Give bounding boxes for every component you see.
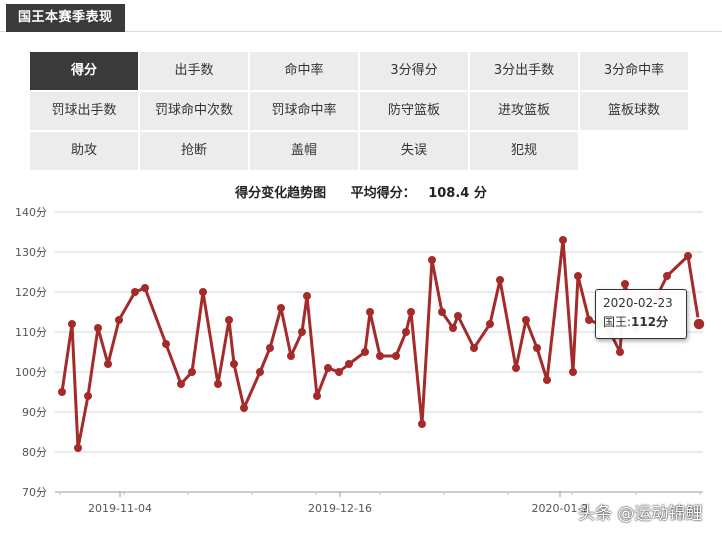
- data-point-28: [366, 308, 374, 316]
- tab-6[interactable]: 罚球出手数: [30, 92, 138, 130]
- data-point-52: [621, 280, 629, 288]
- x-tick-label-2: 2020-01-2: [532, 502, 589, 515]
- data-point-13: [214, 380, 222, 388]
- data-point-57: [684, 252, 692, 260]
- y-tick-label-2: 90分: [22, 406, 47, 419]
- y-tick-label-1: 80分: [22, 446, 47, 459]
- data-point-2: [74, 444, 82, 452]
- data-point-34: [428, 256, 436, 264]
- data-point-35: [438, 308, 446, 316]
- x-tick-label-1: 2019-12-16: [308, 502, 372, 515]
- data-point-42: [522, 316, 530, 324]
- tab-0[interactable]: 得分: [30, 52, 138, 90]
- data-point-30: [392, 352, 400, 360]
- data-point-46: [569, 368, 577, 376]
- tab-13[interactable]: 抢断: [140, 132, 248, 170]
- data-point-51: [616, 348, 624, 356]
- tooltip-value: 112分: [631, 315, 669, 329]
- data-point-3: [84, 392, 92, 400]
- data-point-58: [692, 317, 706, 331]
- data-point-39: [486, 320, 494, 328]
- tab-1[interactable]: 出手数: [140, 52, 248, 90]
- data-point-32: [407, 308, 415, 316]
- data-point-4: [94, 324, 102, 332]
- y-tick-label-4: 110分: [15, 326, 47, 339]
- data-point-36: [449, 324, 457, 332]
- tab-15[interactable]: 失误: [360, 132, 468, 170]
- data-point-33: [418, 420, 426, 428]
- data-point-17: [256, 368, 264, 376]
- data-point-41: [512, 364, 520, 372]
- y-tick-label-6: 130分: [15, 246, 47, 259]
- data-point-37: [454, 312, 462, 320]
- data-point-19: [277, 304, 285, 312]
- section-title-tab[interactable]: 国王本赛季表现: [6, 4, 125, 32]
- y-tick-label-0: 70分: [22, 486, 47, 499]
- tab-16[interactable]: 犯规: [470, 132, 578, 170]
- tab-14[interactable]: 盖帽: [250, 132, 358, 170]
- data-point-40: [496, 276, 504, 284]
- y-tick-label-3: 100分: [15, 366, 47, 379]
- data-point-47: [574, 272, 582, 280]
- data-point-26: [345, 360, 353, 368]
- data-point-6: [115, 316, 123, 324]
- tooltip-date: 2020-02-23: [603, 296, 673, 310]
- data-point-22: [303, 292, 311, 300]
- data-point-23: [313, 392, 321, 400]
- tab-5[interactable]: 3分命中率: [580, 52, 688, 90]
- data-point-29: [376, 352, 384, 360]
- data-point-25: [335, 368, 343, 376]
- chart-title: 得分变化趋势图: [235, 186, 327, 201]
- data-point-20: [287, 352, 295, 360]
- tab-10[interactable]: 进攻篮板: [470, 92, 578, 130]
- header-strip: 国王本赛季表现: [0, 0, 722, 32]
- tab-12[interactable]: 助攻: [30, 132, 138, 170]
- tab-3[interactable]: 3分得分: [360, 52, 468, 90]
- data-point-8: [141, 284, 149, 292]
- tab-9[interactable]: 防守篮板: [360, 92, 468, 130]
- score-trend-chart: 70分 80分 90分 100分 110分 120分 130分 140分 2019-11-04 2…: [15, 206, 706, 515]
- data-point-45: [559, 236, 567, 244]
- data-point-15: [230, 360, 238, 368]
- stat-tab-grid: 得分 出手数 命中率 3分得分 3分出手数 3分命中率罚球出手数 罚球命中次数 罚球命中率 防守…: [30, 52, 690, 172]
- data-point-10: [177, 380, 185, 388]
- data-point-11: [188, 368, 196, 376]
- x-tick-label-0: 2019-11-04: [88, 502, 152, 515]
- data-point-21: [298, 328, 306, 336]
- average-label: 平均得分：: [350, 186, 416, 201]
- data-point-16: [240, 404, 248, 412]
- data-point-56: [663, 272, 671, 280]
- data-point-38: [470, 344, 478, 352]
- chart-title-bar: 得分变化趋势图 平均得分： 108.4 分: [0, 182, 722, 202]
- data-point-14: [225, 316, 233, 324]
- tab-7[interactable]: 罚球命中次数: [140, 92, 248, 130]
- data-point-12: [199, 288, 207, 296]
- data-point-18: [266, 344, 274, 352]
- data-point-5: [104, 360, 112, 368]
- tooltip-series: 国王:: [603, 315, 632, 329]
- data-point-9: [162, 340, 170, 348]
- data-point-0: [58, 388, 66, 396]
- tab-8[interactable]: 罚球命中率: [250, 92, 358, 130]
- series-line-kings: [60, 238, 701, 450]
- y-tick-label-7: 140分: [15, 206, 47, 219]
- data-point-24: [324, 364, 332, 372]
- data-point-43: [533, 344, 541, 352]
- watermark: 头条 @运动锦鲤: [578, 504, 703, 524]
- average-value: 108.4 分: [428, 186, 487, 201]
- data-point-1: [68, 320, 76, 328]
- data-point-48: [585, 316, 593, 324]
- data-point-31: [402, 328, 410, 336]
- data-tooltip: 2020-02-23 国王:112分: [595, 289, 687, 339]
- data-point-27: [361, 348, 369, 356]
- data-point-44: [543, 376, 551, 384]
- tab-2[interactable]: 命中率: [250, 52, 358, 90]
- tab-4[interactable]: 3分出手数: [470, 52, 578, 90]
- tab-11[interactable]: 篮板球数: [580, 92, 688, 130]
- y-tick-label-5: 120分: [15, 286, 47, 299]
- data-point-7: [131, 288, 139, 296]
